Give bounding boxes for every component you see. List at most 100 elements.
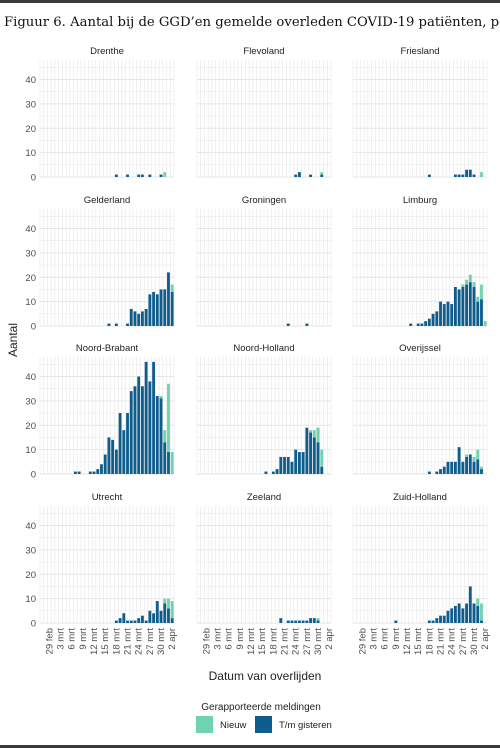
bar-nieuw (476, 449, 480, 460)
bar-tm-gisteren (74, 471, 77, 474)
bar-tm-gisteren (118, 618, 122, 623)
bar-nieuw (468, 274, 472, 283)
bar-tm-gisteren (465, 603, 468, 623)
bar-nieuw (472, 456, 476, 462)
x-tick-label: 21 mrt (122, 628, 133, 655)
bar-tm-gisteren (141, 615, 144, 623)
bar-tm-gisteren (298, 452, 301, 474)
bar-tm-gisteren (427, 174, 431, 177)
legend-swatch-nieuw (196, 716, 213, 733)
bar-nieuw (465, 279, 468, 285)
x-tick-label: 24 mrt (134, 628, 145, 655)
bar-nieuw (309, 430, 312, 433)
bar-tm-gisteren (133, 311, 137, 326)
bar-tm-gisteren (167, 608, 170, 623)
facet-title: Zeeland (247, 492, 281, 503)
bar-tm-gisteren (461, 174, 465, 177)
x-tick-label: 29 feb (357, 628, 368, 654)
bar-tm-gisteren (468, 586, 472, 623)
x-tick-label: 30 mrt (313, 628, 324, 655)
bar-tm-gisteren (290, 620, 294, 623)
bar-tm-gisteren (152, 361, 155, 474)
bar-tm-gisteren (92, 471, 96, 474)
bar-tm-gisteren (435, 618, 439, 623)
x-tick-label: 27 mrt (302, 628, 313, 655)
bar-nieuw (167, 383, 170, 453)
y-tick-label: 40 (25, 372, 36, 383)
bar-tm-gisteren (122, 430, 126, 474)
x-tick-label: 24 mrt (291, 628, 302, 655)
bar-tm-gisteren (148, 381, 152, 474)
x-tick-label: 29 feb (201, 628, 212, 654)
y-tick-label: 30 (25, 545, 36, 556)
bar-tm-gisteren (465, 169, 468, 177)
bar-tm-gisteren (416, 323, 420, 326)
bar-tm-gisteren (137, 618, 141, 623)
bar-tm-gisteren (394, 620, 398, 623)
bar-tm-gisteren (167, 272, 170, 326)
x-tick-label: 9 mrt (78, 628, 89, 650)
y-tick-label: 0 (31, 470, 36, 481)
bar-tm-gisteren (312, 437, 316, 474)
bar-tm-gisteren (476, 459, 480, 474)
bar-tm-gisteren (118, 413, 122, 474)
bar-nieuw (170, 601, 174, 619)
bar-nieuw (480, 603, 483, 621)
bar-tm-gisteren (129, 620, 133, 623)
bar-tm-gisteren (468, 169, 472, 177)
bar-tm-gisteren (152, 613, 155, 623)
bar-tm-gisteren (450, 304, 454, 326)
bar-tm-gisteren (454, 605, 457, 623)
x-tick-label: 18 mrt (111, 628, 122, 655)
bar-tm-gisteren (126, 620, 129, 623)
bar-nieuw (312, 430, 316, 438)
bar-tm-gisteren (439, 301, 442, 326)
bar-tm-gisteren (316, 442, 320, 474)
legend-label-nieuw: Nieuw (220, 720, 247, 731)
x-tick-label: 12 mrt (402, 628, 413, 655)
bar-tm-gisteren (114, 620, 118, 623)
facet-title: Groningen (242, 195, 286, 206)
bar-tm-gisteren (126, 323, 129, 326)
bar-tm-gisteren (163, 442, 167, 474)
bar-tm-gisteren (316, 620, 320, 623)
bar-nieuw (480, 466, 483, 470)
bar-tm-gisteren (170, 618, 174, 623)
bar-tm-gisteren (77, 471, 81, 474)
y-tick-label: 20 (25, 421, 36, 432)
bar-tm-gisteren (294, 449, 298, 474)
bar-tm-gisteren (420, 323, 424, 326)
bar-tm-gisteren (275, 469, 279, 474)
bar-tm-gisteren (167, 452, 170, 474)
bar-tm-gisteren (472, 603, 476, 623)
bar-tm-gisteren (298, 172, 301, 177)
bar-tm-gisteren (450, 461, 454, 474)
bar-tm-gisteren (468, 454, 472, 474)
bar-nieuw (472, 282, 476, 287)
bar-tm-gisteren (457, 289, 461, 326)
bar-tm-gisteren (454, 287, 457, 326)
bar-tm-gisteren (148, 294, 152, 326)
bar-tm-gisteren (107, 323, 111, 326)
bar-tm-gisteren (472, 174, 476, 177)
bar-tm-gisteren (461, 287, 465, 326)
x-tick-label: 6 mrt (67, 628, 78, 650)
legend-swatch-tm-gisteren (255, 716, 272, 733)
bar-tm-gisteren (133, 620, 137, 623)
bar-tm-gisteren (111, 439, 115, 474)
bar-tm-gisteren (301, 620, 305, 623)
bar-tm-gisteren (472, 461, 476, 474)
bar-tm-gisteren (320, 174, 324, 177)
x-tick-label: 15 mrt (413, 628, 424, 655)
bar-tm-gisteren (133, 386, 137, 474)
bar-tm-gisteren (431, 620, 435, 623)
y-tick-label: 0 (31, 173, 36, 184)
bar-tm-gisteren (144, 308, 148, 326)
bar-tm-gisteren (435, 471, 439, 474)
y-tick-label: 20 (25, 124, 36, 135)
bar-tm-gisteren (435, 311, 439, 326)
bar-nieuw (316, 427, 320, 443)
bar-tm-gisteren (442, 615, 446, 623)
bar-tm-gisteren (439, 469, 442, 474)
